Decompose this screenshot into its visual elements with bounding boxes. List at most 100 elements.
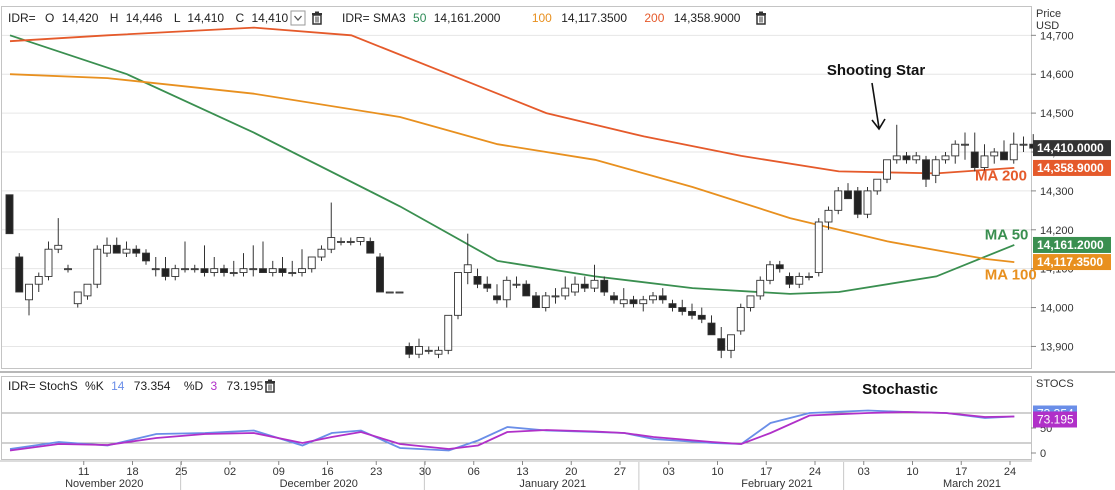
candle <box>795 272 804 289</box>
price-tick-label: 13,900 <box>1040 341 1074 353</box>
candle-body <box>132 248 141 254</box>
candle-body <box>746 295 755 309</box>
candle-body <box>883 159 891 180</box>
candle-body <box>736 307 745 332</box>
time-tick-label: 16 <box>321 466 333 478</box>
candle-body <box>249 268 258 271</box>
time-tick-label: 30 <box>419 466 431 478</box>
sma-legend: IDR= SMA3 50 14,161.2000 100 14,117.3500… <box>342 11 741 25</box>
candle-body <box>327 237 336 250</box>
candle <box>473 268 482 289</box>
candle <box>346 237 355 246</box>
candle-body <box>541 295 550 309</box>
ma-label-ma-50: MA 50 <box>985 227 1029 244</box>
candle <box>444 314 453 355</box>
candle <box>970 132 979 172</box>
legend-high-value: 14,446 <box>126 11 163 25</box>
candle-body <box>83 283 92 297</box>
time-tick-label: 17 <box>760 466 772 478</box>
candle <box>259 241 267 274</box>
delete-series-button[interactable] <box>312 11 322 25</box>
price-panel-frame <box>1 6 1032 369</box>
candle-body <box>785 275 794 285</box>
candle-body <box>93 248 102 285</box>
shooting-star-annotation: Shooting Star <box>827 62 925 79</box>
candle <box>493 284 501 304</box>
candle <box>327 202 336 254</box>
stochastic-tick-label: 0 <box>1040 448 1046 460</box>
candle <box>873 178 882 195</box>
candle-body <box>658 295 667 301</box>
candle-body <box>434 349 443 355</box>
candle <box>132 245 141 257</box>
candle <box>678 299 687 316</box>
candlestick-series <box>5 124 1038 359</box>
candle-body <box>385 291 394 294</box>
price-value-badge: 14,358.9000 <box>1033 159 1111 176</box>
candle-body <box>483 283 492 289</box>
candle-body <box>34 275 43 285</box>
price-value-badge-text: 14,358.9000 <box>1037 161 1104 175</box>
candle-body <box>639 299 648 305</box>
candle-body <box>161 268 170 277</box>
candle-body <box>844 190 852 200</box>
chart-style-dropdown[interactable] <box>290 10 306 26</box>
candle <box>629 295 638 308</box>
candle <box>356 237 365 246</box>
price-axis-ticks: 13,90014,00014,10014,20014,30014,40014,5… <box>1031 30 1074 353</box>
candle-body <box>590 279 599 289</box>
candle <box>590 264 599 292</box>
candle-body <box>863 190 872 215</box>
candle-body <box>756 279 765 297</box>
candle-body <box>629 299 638 305</box>
candle <box>376 253 384 293</box>
time-tick-label: 13 <box>516 466 528 478</box>
candle <box>220 264 228 277</box>
delete-stochastic-button[interactable] <box>265 379 275 393</box>
sma50-period: 50 <box>413 11 427 25</box>
candle-body <box>317 248 326 258</box>
stochastic-legend: IDR= StochS %K 14 73.354 %D 3 73.195 <box>8 379 264 393</box>
candle-body <box>561 287 570 297</box>
candle-body <box>824 209 833 223</box>
candle-body <box>970 151 979 169</box>
candle-body <box>678 307 687 312</box>
candle <box>502 276 511 308</box>
candle <box>571 276 579 296</box>
candle <box>483 276 492 292</box>
candle <box>902 152 911 164</box>
price-value-badge-bg <box>1033 236 1111 253</box>
sma100-value: 14,117.3500 <box>561 11 627 25</box>
candle <box>892 124 901 164</box>
month-label: March 2021 <box>943 478 1001 490</box>
candle-body <box>522 283 531 297</box>
stochastic-value-badge-text: 73.195 <box>1037 413 1074 427</box>
delete-sma-button[interactable] <box>756 11 766 25</box>
candle-body <box>463 264 472 274</box>
candle-body <box>278 268 287 274</box>
price-axis-title-currency: USD <box>1036 20 1059 32</box>
candle <box>834 187 843 215</box>
shooting-star-arrow-icon <box>871 82 886 131</box>
candle <box>151 257 160 277</box>
candle <box>580 276 589 292</box>
candle-body <box>356 237 365 242</box>
month-label: February 2021 <box>741 478 813 490</box>
candle-body <box>15 256 24 293</box>
candle-body <box>922 159 930 180</box>
ma-label-ma-100: MA 100 <box>985 267 1037 284</box>
candle <box>844 183 852 200</box>
legend-close-value: 14,410 <box>251 11 288 25</box>
candle <box>112 237 121 254</box>
candle <box>785 272 794 289</box>
candle <box>385 291 394 294</box>
svg-text:IDR= O 14,420: IDR= O 14,420 H 14,446 L 14,410 C 14,410 <box>8 11 288 25</box>
candle-body <box>961 143 969 146</box>
month-separators <box>180 462 845 490</box>
stochastic-value-badge: 73.195 <box>1033 411 1077 428</box>
candle <box>424 346 433 355</box>
candle-body <box>190 268 199 271</box>
candle <box>93 245 102 289</box>
candle <box>463 233 472 285</box>
stochastic-value-labels: 73.35473.195 <box>1033 405 1077 428</box>
